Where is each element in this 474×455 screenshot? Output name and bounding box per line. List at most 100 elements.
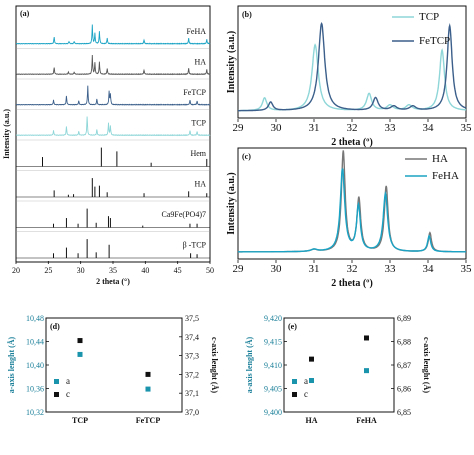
- panel-b-y-axis-title: Intensity (a.u.): [226, 31, 237, 94]
- panel-a-letter: (a): [20, 9, 30, 18]
- panel-a-x-tick-label: 25: [44, 266, 52, 275]
- panel-e-letter: (e): [288, 322, 297, 331]
- panel-a-x-tick-label: 50: [206, 266, 214, 275]
- panel-a-trace-label-1: HA: [194, 58, 206, 67]
- panel-d-y2-tick-label: 37,1: [185, 389, 199, 398]
- panel-d-y-tick-label: 10,40: [26, 361, 44, 370]
- panel-c-x-tick-label: 35: [461, 263, 473, 275]
- panel-c-x-tick-label: 29: [233, 263, 245, 275]
- panel-e-y-tick-label: 9,410: [264, 361, 282, 370]
- panel-a-trace-label-0: FeHA: [186, 27, 206, 36]
- panel-d-y2-axis-title: c-axis lenght (Å): [210, 337, 219, 393]
- panel-d-category-label: FeTCP: [136, 416, 161, 425]
- panel-d-legend-label-a: a: [66, 376, 70, 386]
- panel-d-legend-label-c: c: [66, 389, 70, 399]
- panel-c-x-tick-label: 30: [271, 263, 283, 275]
- panel-c-x-tick-label: 34: [423, 263, 435, 275]
- panel-b-x-tick-label: 31: [309, 122, 320, 134]
- panel-e-frame: [283, 317, 395, 413]
- panel-a-x-tick-label: 35: [109, 266, 117, 275]
- panel-e-legend-label-a: a: [304, 376, 308, 386]
- panel-d-legend-swatch-c: [54, 392, 59, 397]
- panel-b-frame: [237, 5, 467, 119]
- panel-b-x-tick-label: 33: [385, 122, 397, 134]
- panel-a-trace-label-5: HA: [194, 180, 206, 189]
- panel-b-series-0: [238, 43, 467, 112]
- panel-c-series-0: [238, 150, 466, 253]
- panel-b-legend-label-0: TCP: [419, 11, 439, 23]
- panel-d-tcp-lattice: (d) 10,32 10,36 10,40 10,44 10,48 37,0 37,1 37,2…: [7, 314, 219, 425]
- panel-e-y-axis-title: a-axis lenght (Å): [245, 336, 254, 393]
- panel-a-trace-0: [16, 24, 211, 45]
- panel-d-point-c: [77, 338, 83, 344]
- panel-a-xrd-patterns: (a) FeHA HA FeTCP TCP Hem HA Ca9Fe(PO4)7 β -TCP 2…: [2, 5, 214, 286]
- panel-e-y-tick-label: 9,405: [264, 385, 282, 394]
- panel-d-y2-tick-label: 37,2: [185, 370, 199, 379]
- panel-e-y2-axis-title: c-axis lenght (Å): [422, 337, 431, 393]
- panel-d-legend-swatch-a: [54, 379, 59, 384]
- panel-d-category-label: TCP: [72, 416, 88, 425]
- panel-d-y2-tick-label: 37,5: [185, 314, 199, 323]
- panel-e-point-a: [364, 368, 369, 374]
- panel-d-letter: (d): [50, 322, 60, 331]
- panel-d-y2-tick-label: 37,3: [185, 352, 199, 361]
- panel-a-y-axis-title: Intensity (a.u.): [2, 109, 11, 159]
- panel-b-x-tick-label: 29: [233, 122, 245, 134]
- panel-e-y-tick-label: 9,400: [264, 408, 282, 417]
- panel-e-y-tick-label: 9,420: [264, 314, 282, 323]
- panel-d-point-c: [145, 371, 151, 377]
- panel-a-x-tick-label: 40: [141, 266, 149, 275]
- panel-b-series-1: [238, 22, 467, 112]
- panel-a-trace-label-4: Hem: [190, 149, 206, 158]
- panel-e-y-tick-label: 9,415: [264, 338, 282, 347]
- panel-c-y-axis-title: Intensity (a.u.): [226, 172, 237, 235]
- panel-a-trace-label-6: Ca9Fe(PO4)7: [162, 210, 206, 219]
- panel-a-trace-label-2: FeTCP: [183, 88, 206, 97]
- panel-d-y2-tick-label: 37,4: [185, 333, 199, 342]
- panel-b-letter: (b): [242, 10, 252, 19]
- panel-e-point-a: [309, 378, 314, 384]
- panel-b-x-axis-title: 2 theta (º): [331, 137, 373, 148]
- panel-c-x-axis-title: 2 theta (º): [331, 278, 373, 289]
- panel-c-series-1: [237, 168, 466, 253]
- panel-a-x-tick-label: 30: [77, 266, 85, 275]
- panel-e-y2-tick-label: 6,86: [397, 385, 411, 394]
- panel-a-trace-1: [16, 54, 211, 76]
- panel-e-legend-swatch-a: [292, 379, 297, 384]
- panel-e-category-label: HA: [306, 416, 318, 425]
- panel-c-letter: (c): [242, 152, 251, 161]
- panel-c-frame: [237, 147, 467, 260]
- panel-d-point-a: [145, 386, 151, 392]
- panel-a-x-axis-title: 2 theta (°): [96, 277, 130, 286]
- panel-c-x-tick-label: 33: [385, 263, 397, 275]
- panel-c-x-tick-label: 32: [347, 263, 358, 275]
- panel-e-y2-tick-label: 6,87: [397, 361, 411, 370]
- panel-c-legend-label-0: HA: [432, 153, 448, 165]
- panel-a-trace-3: [16, 116, 211, 137]
- panel-a-x-tick-label: 45: [174, 266, 182, 275]
- panel-b-x-tick-label: 32: [347, 122, 358, 134]
- panel-e-ha-lattice: (e) 9,400 9,405 9,410 9,415 9,420 6,85 6,86 6,87…: [245, 314, 431, 425]
- panel-c-x-tick-label: 31: [309, 263, 320, 275]
- panel-e-y2-tick-label: 6,89: [397, 314, 411, 323]
- panel-d-point-a: [77, 351, 83, 357]
- panel-e-y2-tick-label: 6,85: [397, 408, 411, 417]
- panel-e-y2-tick-label: 6,88: [397, 338, 411, 347]
- panel-c-ha-zoom: (c) HA FeHA 29 30 31 32 33 34 35 2 theta (º) Intens…: [226, 147, 473, 289]
- panel-b-x-tick-label: 30: [271, 122, 283, 134]
- panel-b-x-tick-label: 34: [423, 122, 435, 134]
- panel-d-y-tick-label: 10,48: [26, 314, 44, 323]
- panel-d-y-axis-title: a-axis lenght (Å): [7, 336, 16, 393]
- panel-e-point-c: [309, 356, 314, 362]
- panel-e-legend-swatch-c: [292, 392, 297, 397]
- panel-b-tcp-zoom: (b) TCP FeTCP 29 30 31 32 33 34 35 2 theta (º) Inte…: [226, 5, 473, 148]
- panel-d-y-tick-label: 10,32: [26, 408, 44, 417]
- panel-b-legend-label-1: FeTCP: [419, 35, 450, 47]
- panel-a-trace-label-3: TCP: [191, 119, 206, 128]
- panel-d-y-tick-label: 10,44: [26, 338, 44, 347]
- panel-d-y2-tick-label: 37,0: [185, 408, 199, 417]
- panel-b-x-tick-label: 35: [461, 122, 473, 134]
- panel-e-point-c: [364, 335, 369, 341]
- panel-a-trace-2: [16, 85, 211, 106]
